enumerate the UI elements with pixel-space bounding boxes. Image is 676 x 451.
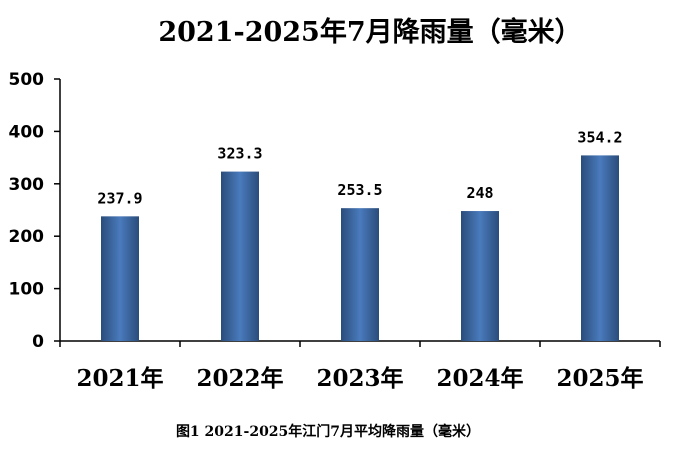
data-labels: 237.9 323.3 253.5 248 354.2 <box>97 128 622 207</box>
data-label: 253.5 <box>337 181 382 199</box>
y-tick-label: 100 <box>9 280 45 300</box>
y-tick-label: 0 <box>32 332 44 352</box>
bar <box>101 216 139 341</box>
axes: 0 100 200 300 400 500 2021年 2022年 2023年 2024年 2025… <box>9 70 661 392</box>
bar <box>341 208 379 341</box>
x-tick-label: 2024年 <box>436 365 523 392</box>
x-tick-label: 2025年 <box>556 365 643 392</box>
y-tick-label: 300 <box>9 175 45 195</box>
x-tick-label: 2023年 <box>316 365 403 392</box>
bar <box>461 211 499 341</box>
data-label: 248 <box>466 184 493 202</box>
y-tick-label: 200 <box>9 227 45 247</box>
x-tick-label: 2022年 <box>196 365 283 392</box>
y-tick-label: 500 <box>9 70 45 90</box>
data-label: 354.2 <box>577 128 622 146</box>
figure-caption: 图1 2021-2025年江门7月平均降雨量（毫米） <box>176 423 480 440</box>
bars <box>101 155 619 341</box>
data-label: 237.9 <box>97 189 142 207</box>
data-label: 323.3 <box>217 145 262 163</box>
bar <box>221 171 259 341</box>
bar <box>581 155 619 341</box>
y-tick-label: 400 <box>9 122 45 142</box>
chart-title: 2021-2025年7月降雨量（毫米） <box>158 16 581 48</box>
x-tick-label: 2021年 <box>76 365 163 392</box>
